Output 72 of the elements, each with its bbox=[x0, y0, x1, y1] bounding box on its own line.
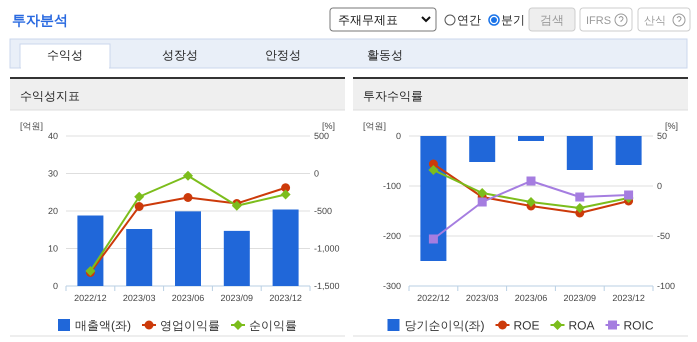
y2-tick-label: -50 bbox=[657, 231, 670, 241]
point bbox=[526, 197, 536, 207]
text: 연간 bbox=[457, 13, 481, 27]
x-tick-label: 2023/06 bbox=[514, 293, 548, 303]
x-tick-label: 2023/03 bbox=[122, 293, 156, 303]
point bbox=[280, 190, 291, 200]
x-tick-label: 2023/12 bbox=[612, 293, 645, 303]
y-tick-label: 0 bbox=[52, 281, 58, 291]
legend-label: 당기순이익(좌) bbox=[404, 318, 484, 332]
y2-tick-label: 500 bbox=[314, 131, 330, 141]
text: 수익성 bbox=[47, 48, 83, 62]
text: 주재무제표 bbox=[338, 13, 398, 27]
bar bbox=[77, 216, 104, 286]
bar bbox=[126, 229, 152, 286]
y2-tick-label: 0 bbox=[314, 168, 320, 178]
legend-label: ROA bbox=[568, 318, 595, 332]
text: 투자분석 bbox=[12, 12, 68, 28]
bar bbox=[272, 210, 299, 286]
point bbox=[428, 165, 438, 175]
point bbox=[184, 193, 192, 202]
legend-label: ROIC bbox=[624, 318, 654, 332]
x-tick-label: 2023/09 bbox=[564, 293, 596, 303]
y-tick-label: 30 bbox=[48, 168, 58, 178]
text: 검색 bbox=[540, 13, 564, 27]
y2-tick-label: 50 bbox=[657, 131, 668, 141]
y2-axis-title: [%] bbox=[664, 121, 678, 131]
legend-label: 영업이익률 bbox=[160, 318, 220, 332]
chart-title: 수익성지표 bbox=[20, 89, 80, 103]
text: 성장성 bbox=[162, 48, 198, 62]
y-tick-label: -300 bbox=[382, 281, 401, 291]
point bbox=[624, 190, 634, 200]
y-axis-title: [억원] bbox=[20, 121, 44, 131]
y-tick-label: -100 bbox=[382, 181, 401, 191]
y-tick-label: 20 bbox=[48, 206, 58, 216]
chart-title: 투자수익률 bbox=[363, 89, 423, 103]
y2-tick-label: -1,500 bbox=[314, 281, 340, 291]
point bbox=[477, 188, 488, 198]
x-tick-label: 2023/06 bbox=[172, 293, 204, 303]
point bbox=[574, 203, 585, 213]
y-tick-label: 40 bbox=[48, 131, 58, 141]
legend-label: ROE bbox=[513, 318, 540, 332]
y2-tick-label: 0 bbox=[657, 181, 662, 191]
y2-axis-title: [%] bbox=[322, 121, 335, 131]
text: 안정성 bbox=[265, 48, 301, 62]
y-axis-title: [억원] bbox=[363, 121, 386, 131]
text: 활동성 bbox=[367, 48, 403, 62]
y2-tick-label: -1,000 bbox=[314, 244, 340, 254]
y-tick-label: 10 bbox=[48, 244, 58, 254]
x-tick-label: 2022/12 bbox=[74, 293, 107, 303]
y-tick-label: 0 bbox=[396, 131, 401, 141]
point bbox=[183, 170, 193, 181]
x-tick-label: 2023/12 bbox=[269, 293, 302, 303]
x-tick-label: 2023/09 bbox=[220, 293, 254, 303]
point bbox=[134, 202, 144, 211]
point bbox=[134, 192, 144, 202]
point bbox=[232, 200, 242, 211]
y-tick-label: -200 bbox=[382, 231, 401, 241]
legend-label: 순이익률 bbox=[249, 318, 297, 332]
point bbox=[575, 192, 584, 202]
bar bbox=[224, 230, 250, 286]
text: 산식 bbox=[644, 15, 666, 27]
y2-tick-label: -500 bbox=[314, 206, 332, 216]
bar bbox=[175, 211, 201, 286]
point bbox=[526, 176, 536, 186]
x-tick-label: 2023/03 bbox=[466, 293, 498, 303]
point bbox=[428, 234, 438, 244]
y2-tick-label: -100 bbox=[657, 281, 676, 291]
x-tick-label: 2022/12 bbox=[417, 293, 450, 303]
text: 분기 bbox=[501, 13, 525, 27]
text: IFRS bbox=[586, 15, 612, 27]
point bbox=[478, 198, 487, 206]
legend-label: 매출액(좌) bbox=[75, 318, 131, 332]
